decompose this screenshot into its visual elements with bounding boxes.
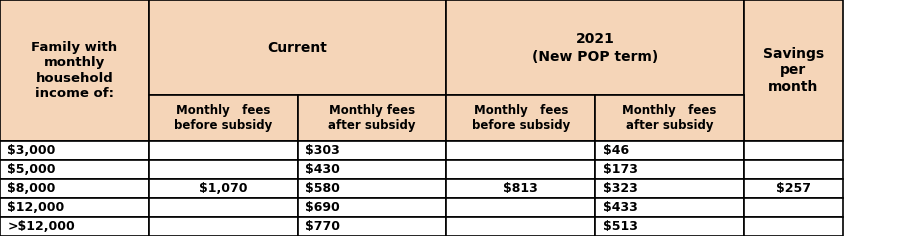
Bar <box>149 179 298 198</box>
Text: $173: $173 <box>603 163 637 176</box>
Bar <box>446 179 595 198</box>
Bar <box>298 217 446 236</box>
Bar <box>298 160 446 179</box>
Text: $303: $303 <box>305 144 340 157</box>
Bar <box>0 0 149 141</box>
Bar <box>595 217 744 236</box>
Text: $690: $690 <box>305 201 340 214</box>
Bar <box>0 217 149 236</box>
Text: $813: $813 <box>503 182 539 195</box>
Text: $513: $513 <box>603 220 637 233</box>
Text: Family with
monthly
household
income of:: Family with monthly household income of: <box>31 41 118 100</box>
Bar <box>446 0 744 95</box>
Bar <box>0 141 149 160</box>
Bar <box>149 0 446 95</box>
Text: Monthly   fees
before subsidy: Monthly fees before subsidy <box>174 104 272 132</box>
Bar <box>595 160 744 179</box>
Text: $8,000: $8,000 <box>7 182 56 195</box>
Bar <box>744 198 843 217</box>
Text: $580: $580 <box>305 182 340 195</box>
Bar <box>0 160 149 179</box>
Bar <box>298 141 446 160</box>
Bar <box>744 160 843 179</box>
Bar <box>298 179 446 198</box>
Bar <box>595 198 744 217</box>
Bar <box>744 0 843 141</box>
Bar <box>595 141 744 160</box>
Text: Savings
per
month: Savings per month <box>763 46 824 94</box>
Bar <box>446 141 595 160</box>
Text: $5,000: $5,000 <box>7 163 56 176</box>
Bar <box>446 160 595 179</box>
Bar <box>744 217 843 236</box>
Text: >$12,000: >$12,000 <box>7 220 75 233</box>
Bar <box>0 179 149 198</box>
Text: 2021
(New POP term): 2021 (New POP term) <box>532 32 658 63</box>
Text: $3,000: $3,000 <box>7 144 56 157</box>
Bar <box>595 179 744 198</box>
Bar <box>149 95 298 141</box>
Bar <box>595 95 744 141</box>
Text: $770: $770 <box>305 220 340 233</box>
Text: $46: $46 <box>603 144 629 157</box>
Bar <box>446 217 595 236</box>
Bar <box>298 95 446 141</box>
Bar <box>744 141 843 160</box>
Bar <box>298 198 446 217</box>
Text: $12,000: $12,000 <box>7 201 65 214</box>
Bar <box>149 160 298 179</box>
Text: $257: $257 <box>776 182 811 195</box>
Text: $433: $433 <box>603 201 637 214</box>
Text: Monthly   fees
before subsidy: Monthly fees before subsidy <box>472 104 570 132</box>
Bar <box>149 141 298 160</box>
Text: $430: $430 <box>305 163 340 176</box>
Text: $1,070: $1,070 <box>199 182 247 195</box>
Text: Current: Current <box>268 41 328 55</box>
Text: Monthly fees
after subsidy: Monthly fees after subsidy <box>329 104 415 132</box>
Bar <box>446 198 595 217</box>
Bar <box>0 198 149 217</box>
Bar <box>149 217 298 236</box>
Text: $323: $323 <box>603 182 637 195</box>
Bar <box>446 95 595 141</box>
Text: Monthly   fees
after subsidy: Monthly fees after subsidy <box>623 104 717 132</box>
Bar <box>744 179 843 198</box>
Bar <box>149 198 298 217</box>
